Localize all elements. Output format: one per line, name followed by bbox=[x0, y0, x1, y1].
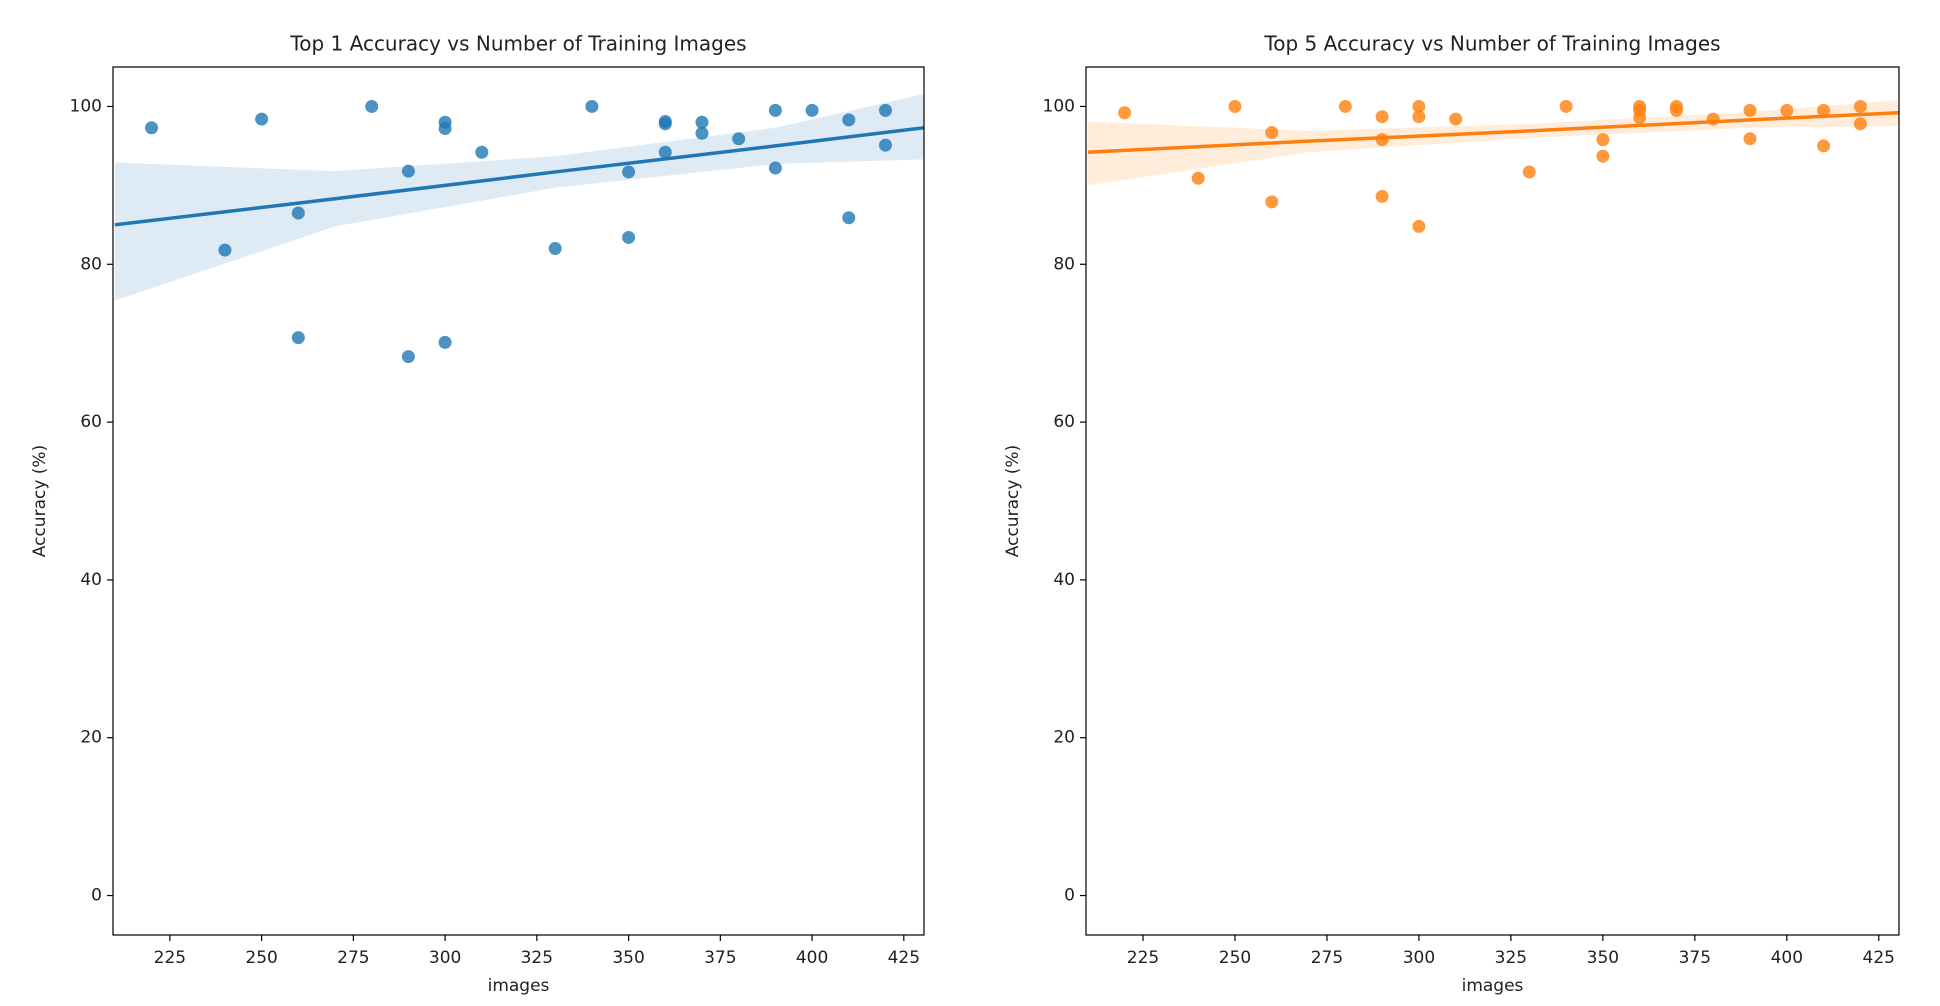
point bbox=[1633, 111, 1647, 125]
x-tick-label: 300 bbox=[429, 948, 461, 968]
point bbox=[145, 121, 159, 135]
point bbox=[1118, 106, 1132, 120]
x-tick-label: 425 bbox=[888, 948, 920, 968]
point bbox=[1228, 99, 1242, 113]
y-axis-label: Accuracy (%) bbox=[30, 445, 50, 557]
x-tick-label: 325 bbox=[521, 948, 553, 968]
point bbox=[365, 99, 379, 113]
x-tick-label: 350 bbox=[1587, 948, 1619, 968]
x-axis-label: images bbox=[1462, 976, 1524, 996]
point bbox=[548, 241, 562, 255]
y-tick-label: 60 bbox=[1053, 412, 1075, 432]
point bbox=[438, 122, 452, 136]
point bbox=[255, 112, 269, 126]
point bbox=[805, 103, 819, 117]
point bbox=[695, 126, 709, 140]
point bbox=[878, 103, 892, 117]
point bbox=[1743, 132, 1757, 146]
point bbox=[1853, 117, 1867, 131]
point bbox=[585, 99, 599, 113]
point bbox=[438, 335, 452, 349]
point bbox=[1265, 125, 1279, 139]
plot-frame bbox=[112, 66, 925, 936]
x-tick-label: 375 bbox=[704, 948, 736, 968]
point bbox=[1669, 103, 1683, 117]
point bbox=[291, 331, 305, 345]
point bbox=[1596, 149, 1610, 163]
point bbox=[1743, 103, 1757, 117]
point bbox=[475, 145, 489, 159]
point bbox=[291, 206, 305, 220]
y-tick-label: 0 bbox=[1064, 886, 1075, 906]
point bbox=[842, 211, 856, 225]
y-tick-label: 40 bbox=[1053, 570, 1075, 590]
y-tick-label: 20 bbox=[1053, 728, 1075, 748]
x-tick-label: 400 bbox=[796, 948, 828, 968]
y-tick-label: 0 bbox=[91, 886, 102, 906]
x-axis-label: images bbox=[488, 976, 550, 996]
point bbox=[658, 145, 672, 159]
point bbox=[658, 117, 672, 131]
x-tick-label: 250 bbox=[1219, 948, 1251, 968]
regression-line bbox=[1087, 111, 1899, 154]
y-tick-label: 60 bbox=[80, 412, 102, 432]
point bbox=[1265, 195, 1279, 209]
plot-frame bbox=[1085, 66, 1900, 936]
y-tick-label: 20 bbox=[80, 728, 102, 748]
point bbox=[1412, 219, 1426, 233]
point bbox=[878, 138, 892, 152]
confidence-band bbox=[114, 93, 924, 301]
x-tick-label: 375 bbox=[1679, 948, 1711, 968]
point bbox=[1412, 99, 1426, 113]
y-tick-label: 100 bbox=[1043, 96, 1075, 116]
point bbox=[1449, 112, 1463, 126]
y-tick-label: 40 bbox=[80, 570, 102, 590]
point bbox=[1338, 99, 1352, 113]
x-tick-label: 425 bbox=[1863, 948, 1895, 968]
x-tick-label: 275 bbox=[337, 948, 369, 968]
point bbox=[622, 165, 636, 179]
y-tick-label: 80 bbox=[80, 254, 102, 274]
x-tick-label: 325 bbox=[1495, 948, 1527, 968]
confidence-band bbox=[1087, 100, 1899, 186]
x-tick-label: 300 bbox=[1403, 948, 1435, 968]
point bbox=[1596, 133, 1610, 147]
y-tick-label: 80 bbox=[1053, 254, 1075, 274]
point bbox=[768, 103, 782, 117]
point bbox=[1375, 189, 1389, 203]
x-tick-label: 250 bbox=[245, 948, 277, 968]
point bbox=[1191, 171, 1205, 185]
x-tick-label: 400 bbox=[1771, 948, 1803, 968]
point bbox=[1375, 110, 1389, 124]
x-tick-label: 225 bbox=[154, 948, 186, 968]
point bbox=[401, 350, 415, 364]
point bbox=[622, 230, 636, 244]
point bbox=[1559, 99, 1573, 113]
point bbox=[842, 113, 856, 127]
point bbox=[1780, 103, 1794, 117]
chart-title: Top 1 Accuracy vs Number of Training Ima… bbox=[289, 32, 746, 56]
point bbox=[1412, 110, 1426, 124]
regression-line bbox=[114, 126, 924, 227]
point bbox=[401, 164, 415, 178]
point bbox=[1817, 139, 1831, 153]
x-tick-label: 350 bbox=[612, 948, 644, 968]
x-tick-label: 275 bbox=[1311, 948, 1343, 968]
point bbox=[1853, 99, 1867, 113]
point bbox=[218, 243, 232, 257]
point bbox=[1522, 165, 1536, 179]
y-tick-label: 100 bbox=[70, 96, 102, 116]
point bbox=[768, 161, 782, 175]
point bbox=[1817, 103, 1831, 117]
point bbox=[732, 132, 746, 146]
x-tick-label: 225 bbox=[1127, 948, 1159, 968]
point bbox=[695, 115, 709, 129]
chart-title: Top 5 Accuracy vs Number of Training Ima… bbox=[1263, 32, 1720, 56]
y-axis-label: Accuracy (%) bbox=[1003, 445, 1023, 557]
